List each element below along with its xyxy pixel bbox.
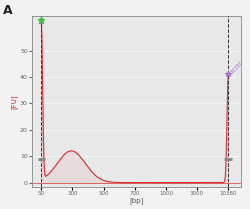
Text: 10380: 10380 bbox=[230, 60, 244, 74]
Text: A: A bbox=[3, 4, 13, 17]
X-axis label: [bp]: [bp] bbox=[129, 197, 144, 204]
Y-axis label: [FU]: [FU] bbox=[10, 94, 17, 109]
